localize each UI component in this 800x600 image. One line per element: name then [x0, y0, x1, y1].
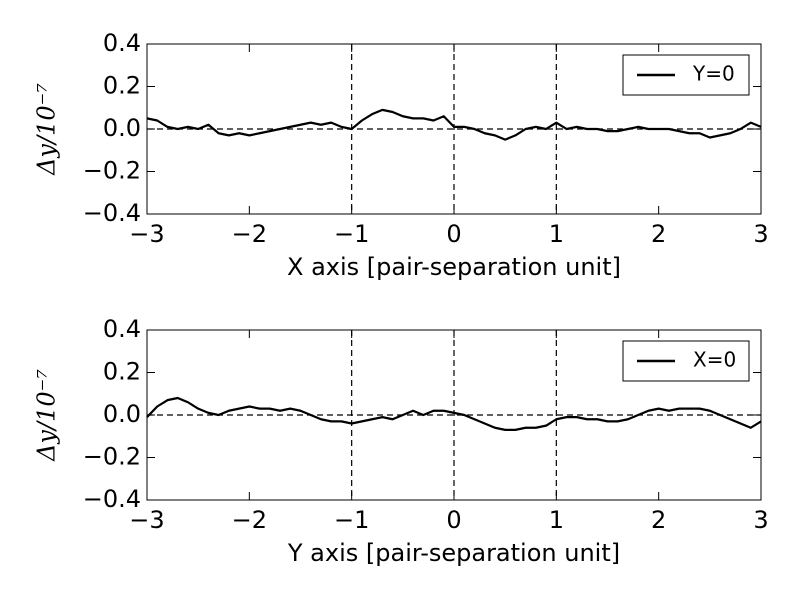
y-tick-label: −0.2 [83, 443, 141, 471]
y-tick-label: 0.2 [103, 358, 141, 386]
y-tick-label: −0.4 [83, 485, 141, 513]
axes-frame [146, 43, 762, 215]
x-axis-label: X axis [pair-separation unit] [287, 253, 621, 281]
y-tick-label: −0.4 [83, 199, 141, 227]
y-tick-label: 0.4 [103, 315, 141, 343]
x-tick-label: −2 [232, 220, 267, 248]
x-tick-label: −3 [129, 506, 164, 534]
x-tick-label: 2 [651, 220, 666, 248]
y-tick-label: −0.2 [83, 157, 141, 185]
x-tick-label: −2 [232, 506, 267, 534]
x-tick-label: 3 [753, 220, 768, 248]
x-tick-label: −1 [334, 506, 369, 534]
x-tick-label: −3 [129, 220, 164, 248]
x-axis-label: Y axis [pair-separation unit] [287, 539, 620, 567]
x-tick-label: 3 [753, 506, 768, 534]
axes-frame [146, 329, 762, 501]
y-tick-label: 0.2 [103, 72, 141, 100]
x-tick-label: 1 [549, 506, 564, 534]
x-tick-label: 0 [446, 506, 461, 534]
y-axis-label: Δy/10⁻⁷ [33, 83, 61, 176]
legend-label: Y=0 [692, 62, 735, 86]
y-axis-label: Δy/10⁻⁷ [33, 369, 61, 462]
x-tick-label: −1 [334, 220, 369, 248]
y-tick-label: 0.0 [103, 114, 141, 142]
x-tick-label: 2 [651, 506, 666, 534]
x-tick-label: 1 [549, 220, 564, 248]
data-line [146, 108, 762, 141]
y-tick-label: 0.4 [103, 29, 141, 57]
legend-label: X=0 [693, 348, 736, 372]
y-tick-label: 0.0 [103, 400, 141, 428]
x-tick-label: 0 [446, 220, 461, 248]
data-line [146, 396, 762, 431]
